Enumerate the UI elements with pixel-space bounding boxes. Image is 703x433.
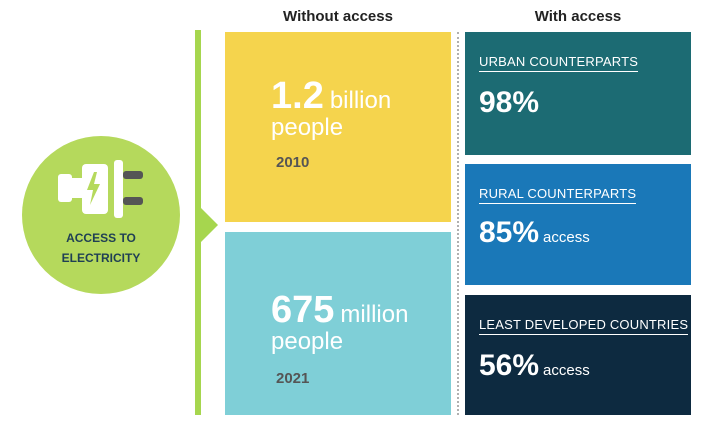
stat-year: 2010 [276,154,310,171]
stat-unit: million [340,301,409,328]
stat-2021: 675 million people 2021 [225,232,451,415]
card-label: RURAL COUNTERPARTS [479,186,637,204]
with-access-header: With access [534,8,622,25]
connector-arrow [201,208,218,242]
urban-card: URBAN COUNTERPARTS 98% [465,32,691,155]
stat-number: 675 million [271,290,408,335]
card-suffix: access [543,229,590,246]
card-label: LEAST DEVELOPED COUNTRIES [479,317,689,335]
card-value: 85% access [479,216,590,255]
stat-value: 1.2 [271,75,324,117]
stat-label: people [271,328,344,355]
card-percent: 98% [479,86,540,119]
column-divider [457,32,459,415]
stat-unit: billion [329,87,392,114]
card-value: 56% access [479,349,590,388]
stat-value: 675 [271,289,335,331]
plug-icon [58,160,143,218]
stat-number: 1.2 billion [271,76,391,121]
rural-card: RURAL COUNTERPARTS 85% access [465,164,691,285]
card-label: URBAN COUNTERPARTS [479,54,639,72]
card-percent: 85% [479,216,540,249]
card-suffix: access [543,362,590,379]
badge-line-2: ELECTRICITY [61,251,141,265]
stat-2010: 1.2 billion people 2010 [225,32,451,222]
card-percent: 56% [479,349,540,382]
card-value: 98% [479,86,543,125]
stat-year: 2021 [276,370,310,387]
least-developed-card: LEAST DEVELOPED COUNTRIES 56% access [465,295,691,415]
badge-line-1: ACCESS TO [66,231,136,245]
without-access-header: Without access [283,8,393,25]
electricity-badge: ACCESS TO ELECTRICITY [22,136,180,294]
stat-label: people [271,114,344,141]
connector-bar [195,30,201,415]
